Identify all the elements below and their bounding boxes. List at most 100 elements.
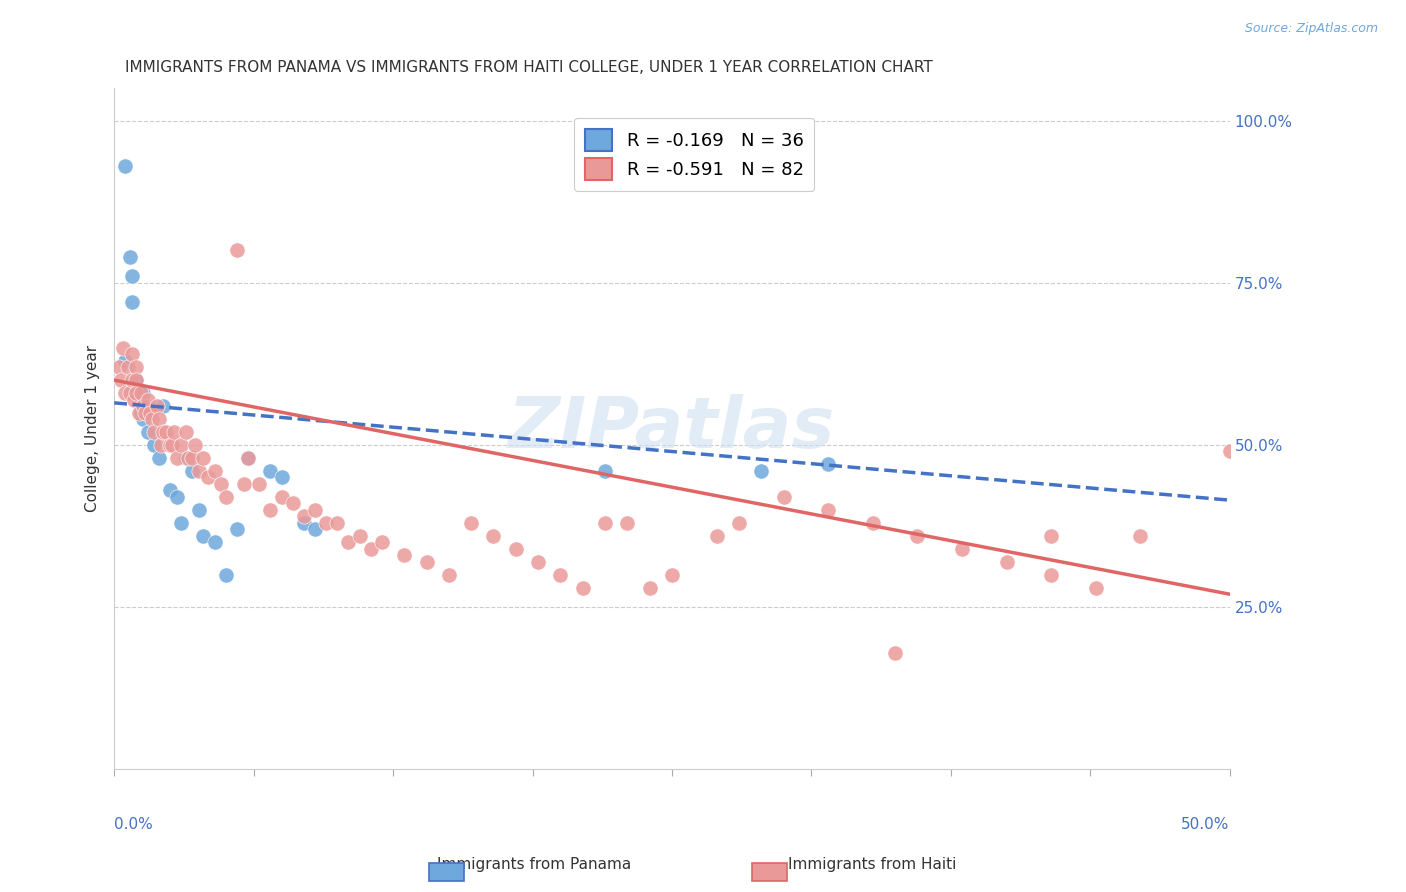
Point [177,450,200,465]
Point [505,541,527,556]
Point [150,438,173,452]
Point [121,373,143,387]
Point [1084,581,1107,595]
Point [950,541,973,556]
Point [121,347,143,361]
Point [1129,529,1152,543]
Point [136,425,159,439]
Point [114,386,136,401]
Point [114,353,136,368]
Point [772,490,794,504]
Point [281,496,304,510]
Point [247,477,270,491]
Point [125,373,148,387]
Point [148,412,170,426]
Point [215,490,238,504]
Point [204,464,226,478]
Point [125,373,148,387]
Point [415,555,437,569]
Point [114,159,136,173]
Point [170,438,193,452]
Point [749,464,772,478]
Point [817,458,839,472]
Point [616,516,638,530]
Point [884,646,907,660]
Point [125,360,148,375]
Point [437,567,460,582]
Point [129,406,152,420]
Point [482,529,505,543]
Point [661,567,683,582]
Point [315,516,337,530]
Point [170,516,193,530]
Point [128,406,150,420]
Text: Immigrants from Panama: Immigrants from Panama [437,857,631,872]
Point [134,406,156,420]
Point [188,503,211,517]
Point [132,399,155,413]
Point [550,567,572,582]
Point [1219,444,1241,458]
Point [1040,529,1063,543]
Point [225,522,247,536]
Point [132,386,155,401]
Point [259,464,281,478]
Point [139,406,162,420]
Text: ZIPatlas: ZIPatlas [508,394,835,463]
Point [136,406,159,420]
Point [166,490,188,504]
Point [159,483,181,498]
Text: IMMIGRANTS FROM PANAMA VS IMMIGRANTS FROM HAITI COLLEGE, UNDER 1 YEAR CORRELATIO: IMMIGRANTS FROM PANAMA VS IMMIGRANTS FRO… [125,60,934,75]
Point [204,535,226,549]
Point [145,399,167,413]
Point [326,516,349,530]
Point [141,412,163,426]
Point [112,341,135,355]
Point [817,503,839,517]
Text: Immigrants from Haiti: Immigrants from Haiti [787,857,956,872]
Point [394,549,416,563]
Point [181,464,204,478]
Point [122,392,145,407]
Point [905,529,928,543]
Point [143,438,166,452]
Point [593,464,616,478]
Point [292,516,315,530]
Point [181,450,204,465]
Point [118,386,141,401]
Point [193,529,215,543]
Point [125,373,148,387]
Point [121,295,143,310]
Point [125,386,148,401]
Text: 50.0%: 50.0% [1181,817,1230,832]
Text: Source: ZipAtlas.com: Source: ZipAtlas.com [1244,22,1378,36]
Point [136,392,159,407]
Point [209,477,232,491]
Point [174,425,197,439]
Point [571,581,593,595]
Point [143,425,166,439]
Point [236,450,259,465]
Point [152,425,174,439]
Point [232,477,254,491]
Point [118,250,141,264]
Point [174,450,197,465]
Point [460,516,482,530]
Point [166,450,188,465]
Point [360,541,382,556]
Text: 0.0%: 0.0% [114,817,153,832]
Point [527,555,550,569]
Point [304,522,326,536]
Point [183,438,205,452]
Point [139,406,162,420]
Point [259,503,281,517]
Point [225,244,247,258]
Point [638,581,661,595]
Point [371,535,394,549]
Point [1040,567,1063,582]
Point [197,470,219,484]
Point [995,555,1018,569]
Point [121,269,143,284]
Point [107,360,129,375]
Point [125,386,148,401]
